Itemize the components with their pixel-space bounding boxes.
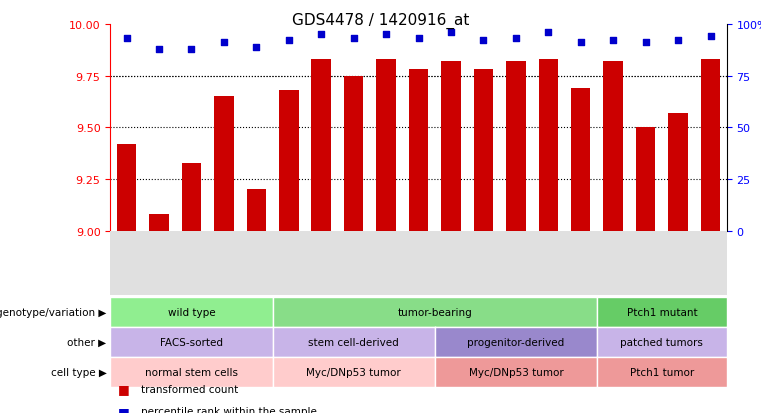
Text: FACS-sorted: FACS-sorted	[160, 337, 223, 347]
Point	[282, 38, 295, 45]
Point	[348, 36, 360, 43]
Text: ■: ■	[118, 382, 129, 395]
Point	[607, 38, 619, 45]
Bar	[117, 145, 136, 231]
Text: Myc/DNp53 tumor: Myc/DNp53 tumor	[469, 367, 563, 377]
Text: normal stem cells: normal stem cells	[145, 367, 238, 377]
Point	[575, 40, 587, 47]
Bar	[506, 62, 526, 231]
Point	[412, 36, 425, 43]
Bar	[701, 60, 720, 231]
Text: progenitor-derived: progenitor-derived	[467, 337, 565, 347]
Bar	[279, 91, 298, 231]
Text: Ptch1 mutant: Ptch1 mutant	[626, 307, 697, 317]
Bar	[539, 60, 558, 231]
Text: stem cell-derived: stem cell-derived	[308, 337, 399, 347]
Point	[477, 38, 489, 45]
Bar	[344, 76, 364, 231]
Point	[186, 46, 198, 53]
Point	[672, 38, 684, 45]
Text: wild type: wild type	[167, 307, 215, 317]
Bar	[377, 60, 396, 231]
Bar	[441, 62, 460, 231]
Bar	[182, 163, 201, 231]
Bar	[311, 60, 331, 231]
Point	[120, 36, 132, 43]
Bar	[473, 70, 493, 231]
Text: transformed count: transformed count	[141, 384, 238, 394]
Bar	[149, 215, 169, 231]
Point	[639, 40, 651, 47]
Bar	[571, 89, 591, 231]
Text: GDS4478 / 1420916_at: GDS4478 / 1420916_at	[291, 12, 470, 28]
Text: patched tumors: patched tumors	[620, 337, 703, 347]
Text: other ▶: other ▶	[68, 337, 107, 347]
Point	[153, 46, 165, 53]
Point	[705, 34, 717, 40]
Text: Ptch1 tumor: Ptch1 tumor	[630, 367, 694, 377]
Bar	[214, 97, 234, 231]
Point	[510, 36, 522, 43]
Point	[543, 30, 555, 36]
Text: genotype/variation ▶: genotype/variation ▶	[0, 307, 107, 317]
Text: cell type ▶: cell type ▶	[51, 367, 107, 377]
Point	[315, 32, 327, 38]
Bar	[668, 114, 688, 231]
Bar	[409, 70, 428, 231]
Text: percentile rank within the sample: percentile rank within the sample	[141, 406, 317, 413]
Text: Myc/DNp53 tumor: Myc/DNp53 tumor	[306, 367, 401, 377]
Bar	[636, 128, 655, 231]
Bar	[247, 190, 266, 231]
Bar	[603, 62, 623, 231]
Text: tumor-bearing: tumor-bearing	[397, 307, 472, 317]
Point	[218, 40, 230, 47]
Point	[380, 32, 392, 38]
Text: ■: ■	[118, 405, 129, 413]
Point	[250, 44, 263, 51]
Point	[445, 30, 457, 36]
